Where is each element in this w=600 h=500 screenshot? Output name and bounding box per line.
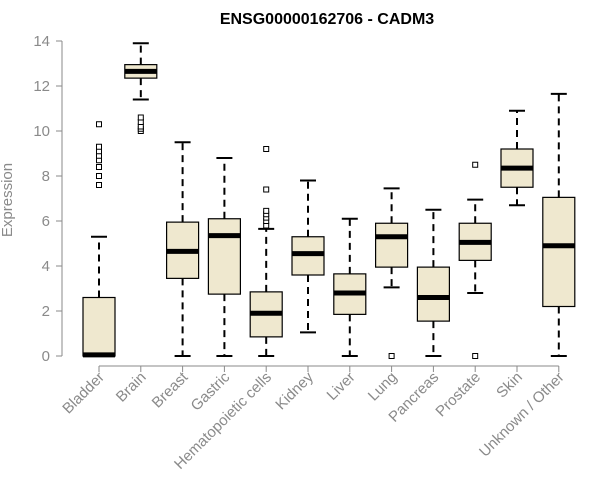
y-tick-label: 0 — [42, 348, 50, 365]
outlier-point — [263, 146, 270, 152]
outlier-point — [96, 182, 102, 188]
y-tick-label: 8 — [42, 168, 50, 185]
outlier-point — [472, 161, 479, 168]
x-category-label: Bladder — [59, 369, 108, 418]
axes-group: 0 2 4 6 8 10 12 14 — [33, 33, 560, 372]
x-category-label: Skin — [493, 369, 526, 402]
outlier-point — [96, 121, 102, 128]
y-tick-label: 14 — [33, 33, 50, 50]
y-tick-label: 6 — [42, 213, 50, 230]
box-unknown-other — [542, 92, 576, 357]
boxes-group — [82, 42, 576, 359]
chart-title: ENSG00000162706 - CADM3 — [220, 11, 434, 28]
box-bladder — [82, 121, 116, 358]
outlier-point — [96, 143, 102, 150]
outlier-point — [96, 164, 102, 170]
box-brain — [124, 42, 158, 134]
box-skin — [500, 109, 534, 207]
y-tick-label: 10 — [33, 123, 50, 140]
outlier-point — [388, 353, 395, 359]
x-category-label: Liver — [324, 369, 359, 404]
iqr-box — [542, 196, 576, 308]
box-liver — [333, 217, 367, 357]
x-category-label: Brain — [113, 369, 150, 406]
box-pancreas — [416, 208, 450, 357]
outlier-point — [263, 186, 270, 193]
box-gastric — [207, 157, 241, 357]
box-kidney — [291, 179, 325, 334]
iqr-box — [375, 222, 409, 268]
x-category-label: Lung — [365, 369, 401, 405]
x-category-label: Breast — [149, 368, 192, 411]
box-hematopoietic-cells — [249, 146, 283, 357]
iqr-box — [207, 218, 241, 295]
outlier-point — [472, 353, 479, 359]
x-category-label: Kidney — [272, 368, 317, 413]
outlier-point — [137, 114, 144, 121]
outlier-point — [263, 207, 270, 214]
box-breast — [166, 141, 200, 357]
y-axis-label: Expression — [0, 163, 16, 237]
x-category-label: Prostate — [432, 369, 484, 421]
iqr-box — [82, 296, 116, 357]
iqr-box — [416, 266, 450, 322]
box-lung — [375, 187, 409, 359]
y-tick-label: 12 — [33, 78, 50, 95]
outlier-point — [96, 173, 102, 179]
y-tick-label: 2 — [42, 303, 50, 320]
y-tick-label: 4 — [42, 258, 50, 275]
box-prostate — [458, 161, 492, 359]
